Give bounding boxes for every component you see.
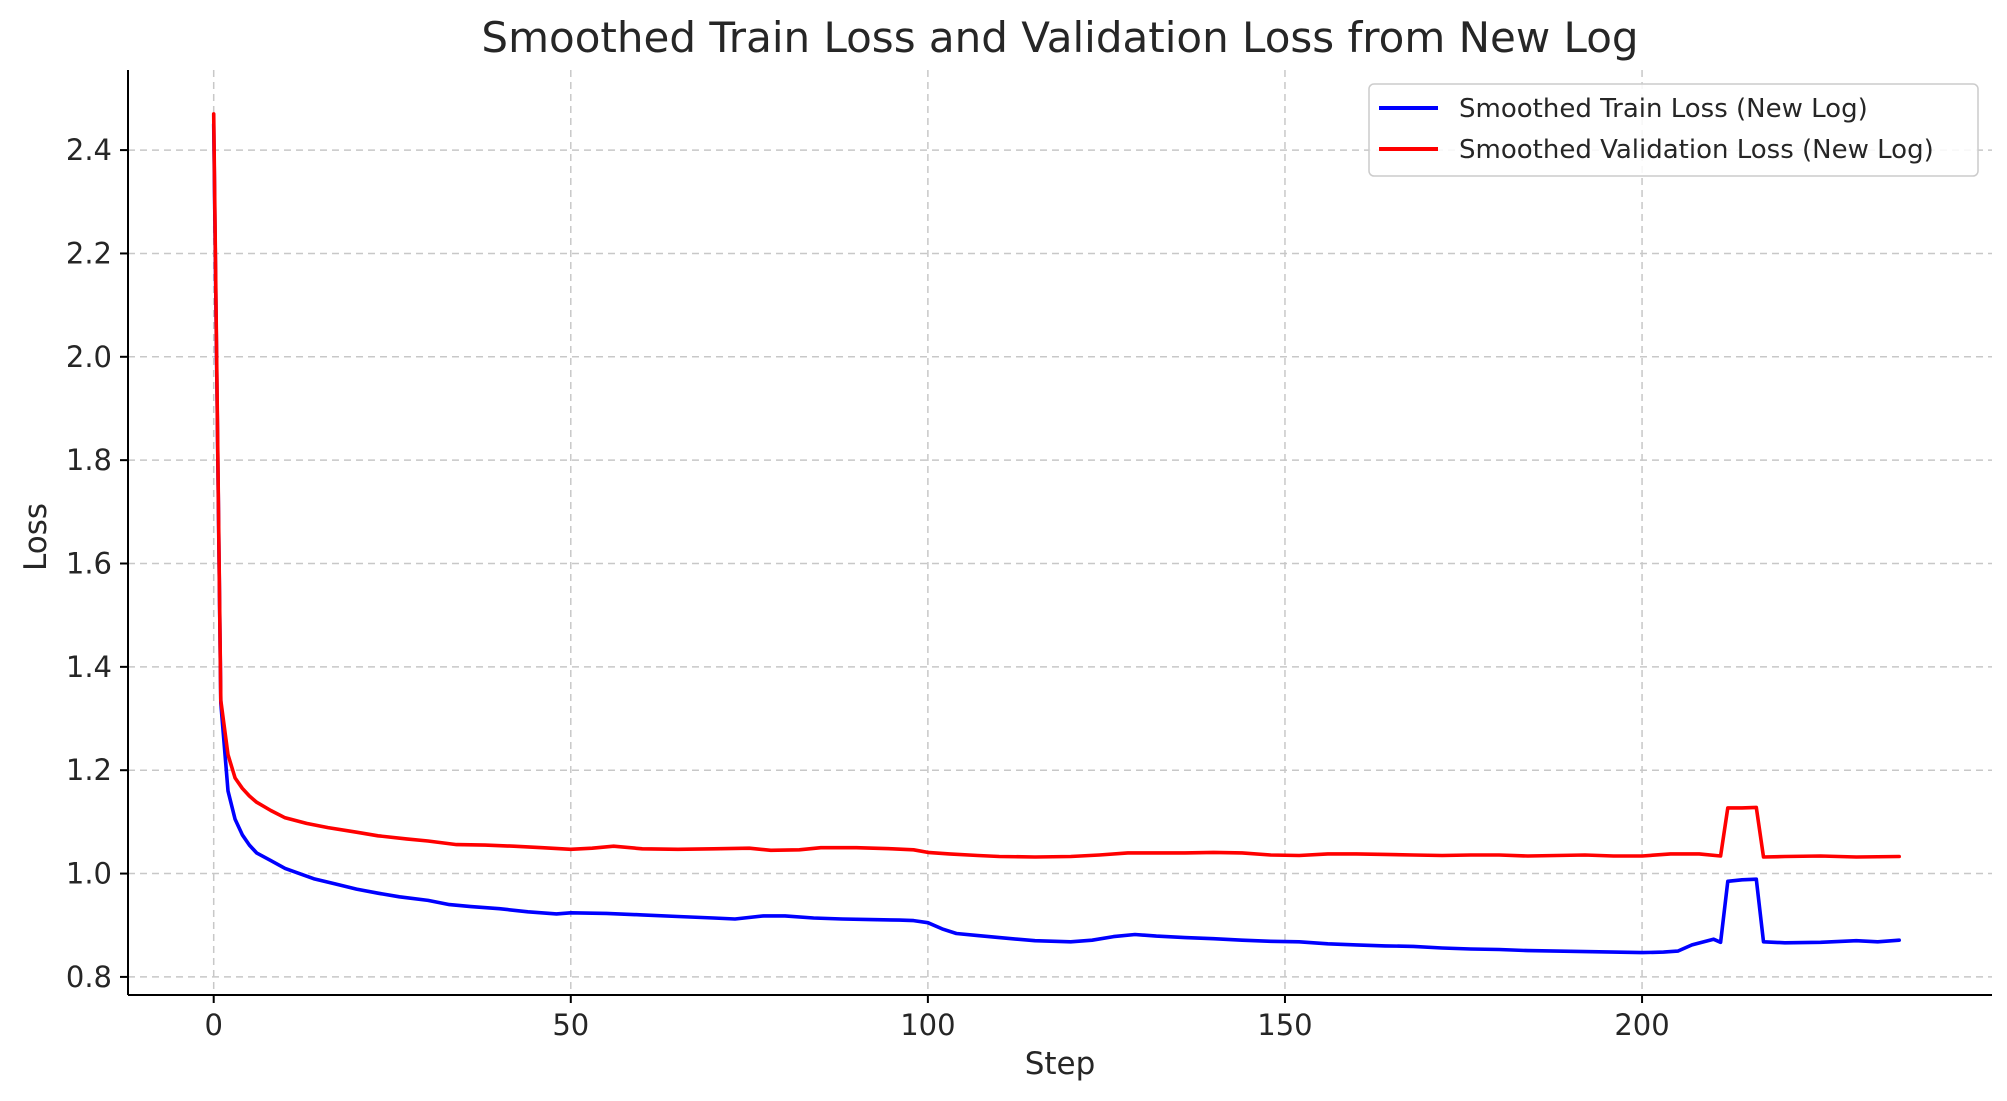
- y-tick-label: 1.8: [66, 443, 112, 477]
- validation-loss-line: [211, 112, 1901, 859]
- chart-title: Smoothed Train Loss and Validation Loss …: [481, 13, 1638, 62]
- x-tick-label: 200: [1614, 1008, 1669, 1042]
- legend-label-train: Smoothed Train Loss (New Log): [1459, 94, 1868, 124]
- series-layer: [211, 112, 1901, 955]
- y-tick-label: 2.4: [66, 133, 112, 167]
- legend-label-validation: Smoothed Validation Loss (New Log): [1459, 135, 1934, 165]
- x-tick-label: 100: [900, 1008, 955, 1042]
- x-tick-label: 50: [552, 1008, 589, 1042]
- train-loss-line: [211, 122, 1901, 955]
- y-tick-label: 1.6: [66, 547, 112, 581]
- x-tick-label: 150: [1257, 1008, 1312, 1042]
- y-tick-label: 2.2: [66, 236, 112, 270]
- y-tick-label: 1.2: [66, 753, 112, 787]
- axes: [127, 70, 1992, 996]
- y-axis-label: Loss: [18, 503, 54, 571]
- x-axis-label: Step: [1025, 1046, 1096, 1082]
- y-tick-label: 1.0: [66, 857, 112, 891]
- axis-ticks: 0 50 100 150 200 0.8 1.0 1.2 1.4 1.6 1.8 2.0 2.2 2.4: [66, 133, 1670, 1042]
- x-tick-label: 0: [204, 1008, 222, 1042]
- y-tick-label: 1.4: [66, 650, 112, 684]
- legend: Smoothed Train Loss (New Log) Smoothed V…: [1368, 83, 1979, 177]
- legend-frame: [1368, 83, 1979, 177]
- y-tick-label: 2.0: [66, 340, 112, 374]
- y-tick-label: 0.8: [66, 960, 112, 994]
